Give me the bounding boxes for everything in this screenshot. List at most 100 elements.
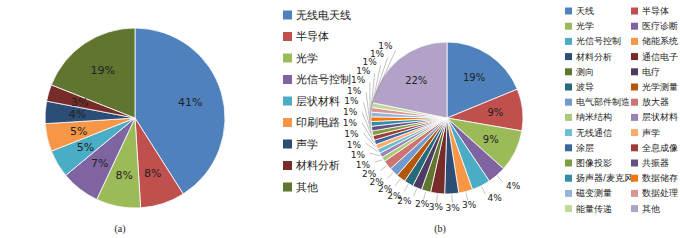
leader-line bbox=[414, 189, 417, 196]
legend-swatch bbox=[631, 68, 638, 75]
leader-line bbox=[374, 160, 382, 162]
data-label: 3% bbox=[71, 96, 88, 109]
data-label: 2% bbox=[362, 169, 377, 179]
legend: 无线电天线半导体光学光信号控制层状材料印刷电路声学材料分析其他 bbox=[283, 9, 351, 194]
legend-swatch bbox=[631, 175, 638, 182]
pie-chart bbox=[371, 42, 523, 194]
legend-label: 声学 bbox=[642, 128, 660, 138]
leader-line bbox=[451, 195, 452, 203]
legend-swatch bbox=[631, 99, 638, 106]
data-labels: 19%9%9%4%4%3%3%3%2%2%2%2%2%2%1%1%1%1%1%1… bbox=[343, 41, 521, 212]
legend-label: 波导 bbox=[576, 82, 594, 92]
leader-line bbox=[370, 65, 381, 115]
legend-label: 光学 bbox=[576, 21, 594, 31]
pie-slice bbox=[51, 28, 135, 118]
legend-label: 电气部件制造 bbox=[576, 97, 630, 107]
leader-line bbox=[366, 143, 378, 151]
data-label: 5% bbox=[70, 125, 87, 138]
legend-label: 扬声器/麦克风 bbox=[576, 173, 633, 183]
legend-swatch bbox=[283, 75, 292, 84]
legend-label: 光学测量 bbox=[642, 82, 678, 92]
data-label: 1% bbox=[351, 75, 366, 85]
legend-swatch bbox=[565, 205, 572, 212]
legend-swatch bbox=[565, 23, 572, 30]
data-label: 41% bbox=[178, 96, 202, 109]
legend-swatch bbox=[565, 38, 572, 45]
data-label: 1% bbox=[356, 160, 371, 170]
data-label: 7% bbox=[91, 157, 108, 170]
legend-swatch bbox=[631, 84, 638, 91]
chart-caption: (a) bbox=[114, 223, 125, 235]
legend-label: 材料分析 bbox=[295, 159, 340, 172]
legend-swatch bbox=[283, 11, 292, 20]
legend-swatch bbox=[283, 54, 292, 63]
legend-label: 半导体 bbox=[642, 6, 669, 16]
legend-swatch bbox=[631, 205, 638, 212]
legend-label: 数据处理 bbox=[642, 188, 678, 198]
leader-line bbox=[482, 187, 486, 194]
data-label: 8% bbox=[115, 169, 132, 182]
legend-swatch bbox=[565, 160, 572, 167]
data-label: 3% bbox=[445, 203, 460, 213]
data-label: 9% bbox=[483, 134, 499, 145]
legend-swatch bbox=[631, 114, 638, 121]
data-label: 5% bbox=[77, 141, 94, 154]
leader-line bbox=[395, 179, 400, 185]
legend-swatch bbox=[631, 8, 638, 15]
leader-line bbox=[370, 153, 380, 156]
data-label: 19% bbox=[463, 72, 485, 83]
legend-swatch bbox=[565, 99, 572, 106]
data-label: 1% bbox=[356, 66, 371, 76]
legend-label: 能量传递 bbox=[576, 204, 612, 214]
legend-swatch bbox=[565, 114, 572, 121]
data-label: 4% bbox=[69, 108, 86, 121]
legend-label: 无线电天线 bbox=[296, 9, 351, 22]
data-label: 1% bbox=[347, 140, 362, 150]
legend-swatch bbox=[283, 183, 292, 192]
pie-slice bbox=[135, 28, 225, 194]
chart-caption: (b) bbox=[434, 223, 446, 235]
data-label: 8% bbox=[144, 167, 161, 180]
legend-label: 医疗诊断 bbox=[642, 21, 678, 31]
legend-label: 测向 bbox=[576, 67, 594, 77]
legend-label: 层状材料 bbox=[296, 95, 340, 108]
legend-label: 数据储存 bbox=[642, 173, 678, 183]
legend-swatch bbox=[565, 175, 572, 182]
data-label: 1% bbox=[343, 118, 358, 128]
legend-swatch bbox=[565, 8, 572, 15]
legend-label: 放大器 bbox=[642, 97, 669, 107]
legend-label: 其他 bbox=[642, 204, 660, 214]
legend-label: 光信号控制 bbox=[296, 73, 351, 86]
legend-swatch bbox=[631, 160, 638, 167]
legend-label: 磁变测量 bbox=[575, 188, 612, 198]
pie-slice bbox=[135, 118, 183, 208]
legend-label: 层状材料 bbox=[642, 112, 678, 122]
legend-label: 光学 bbox=[296, 52, 318, 65]
data-labels: 41%8%8%7%5%5%4%3%19% bbox=[69, 64, 203, 181]
legend-label: 无线通信 bbox=[576, 128, 612, 138]
leader-line bbox=[387, 173, 393, 179]
data-label: 1% bbox=[344, 96, 359, 106]
legend-label: 全息成像 bbox=[642, 143, 678, 153]
legend: 天线半导体光学医疗诊断光信号控制储能系统材料分析通信电子测向电疗波导光学测量电气… bbox=[565, 6, 678, 214]
legend-swatch bbox=[565, 84, 572, 91]
leader-line bbox=[498, 176, 503, 182]
data-label: 1% bbox=[378, 41, 393, 51]
data-label: 4% bbox=[506, 181, 521, 191]
legend-swatch bbox=[283, 118, 292, 127]
leader-line bbox=[380, 166, 386, 171]
chart-canvas: 41%8%8%7%5%5%4%3%19%无线电天线半导体光学光信号控制层状材料印… bbox=[0, 0, 680, 238]
data-label: 9% bbox=[487, 107, 503, 118]
data-label: 1% bbox=[347, 86, 362, 96]
legend-swatch bbox=[631, 129, 638, 136]
legend-swatch bbox=[631, 38, 638, 45]
legend-label: 印刷电路 bbox=[296, 116, 340, 129]
leader-line bbox=[371, 50, 395, 105]
data-label: 4% bbox=[487, 193, 502, 203]
legend-label: 涂层 bbox=[576, 143, 594, 153]
legend-label: 材料分析 bbox=[575, 52, 612, 62]
leader-line bbox=[466, 193, 468, 201]
legend-label: 电疗 bbox=[642, 67, 660, 77]
data-label: 1% bbox=[344, 129, 359, 139]
legend-label: 图像投影 bbox=[576, 158, 612, 168]
